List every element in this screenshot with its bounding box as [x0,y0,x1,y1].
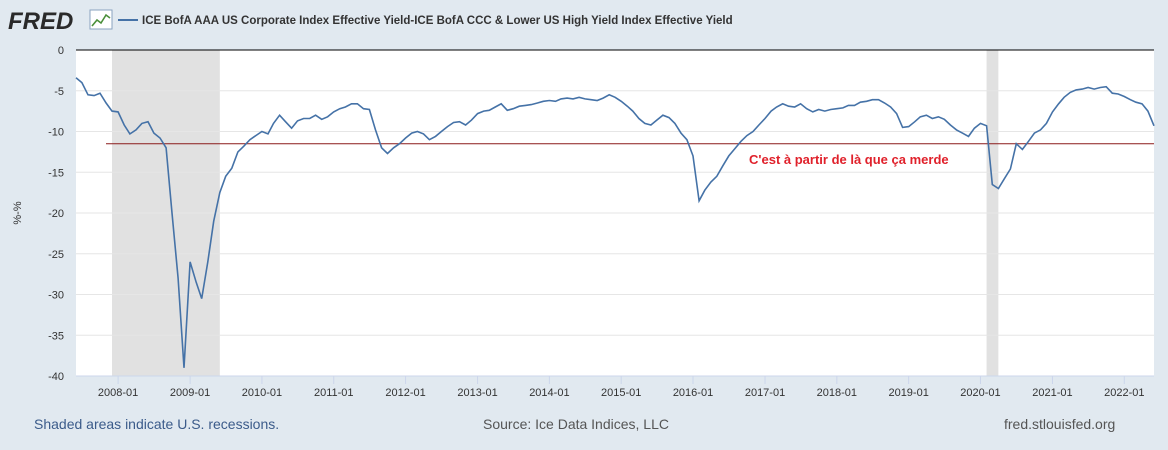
x-tick-label: 2022-01 [1104,387,1144,399]
y-tick-label: -25 [48,249,64,261]
x-tick-label: 2012-01 [385,387,425,399]
grid-lines [76,49,1154,377]
y-tick-label: 0 [58,45,64,57]
x-tick-label: 2015-01 [601,387,641,399]
x-tick-label: 2011-01 [314,387,354,399]
y-tick-label: -5 [54,86,64,98]
x-tick-label: 2008-01 [98,387,138,399]
y-tick-label: -30 [48,290,64,302]
annotation-text: C'est à partir de là que ça merde [749,152,949,167]
y-axis-label: %-% [12,201,24,224]
x-tick-label: 2020-01 [960,387,1000,399]
x-tick-label: 2009-01 [170,387,210,399]
legend: ICE BofA AAA US Corporate Index Effectiv… [118,15,733,27]
x-tick-label: 2017-01 [745,387,785,399]
y-tick-label: -40 [48,371,64,383]
y-tick-label: -10 [48,127,64,139]
fred-chart-icon [89,9,113,30]
x-tick-label: 2016-01 [673,387,713,399]
y-tick-label: -35 [48,330,64,342]
x-tick-label: 2010-01 [242,387,282,399]
x-tick-label: 2019-01 [888,387,928,399]
source-note: Source: Ice Data Indices, LLC [483,416,669,432]
y-tick-label: -20 [48,208,64,220]
x-tick-label: 2021-01 [1032,387,1072,399]
site-link[interactable]: fred.stlouisfed.org [1004,416,1116,432]
y-tick-label: -15 [48,167,64,179]
x-tick-label: 2018-01 [817,387,857,399]
y-axis: 0 -5 -10 -15 -20 -25 -30 -35 -40 [48,45,64,383]
recessions-note: Shaded areas indicate U.S. recessions. [34,416,280,432]
x-tick-label: 2014-01 [529,387,569,399]
fred-logo-text: FRED [8,8,73,35]
fred-logo[interactable]: FRED [8,8,113,35]
legend-label: ICE BofA AAA US Corporate Index Effectiv… [142,15,733,27]
x-tick-label: 2013-01 [457,387,497,399]
series-line [75,77,1155,368]
x-axis: 2008-01 2009-01 2010-01 2011-01 2012-01 2013-… [76,375,1154,399]
